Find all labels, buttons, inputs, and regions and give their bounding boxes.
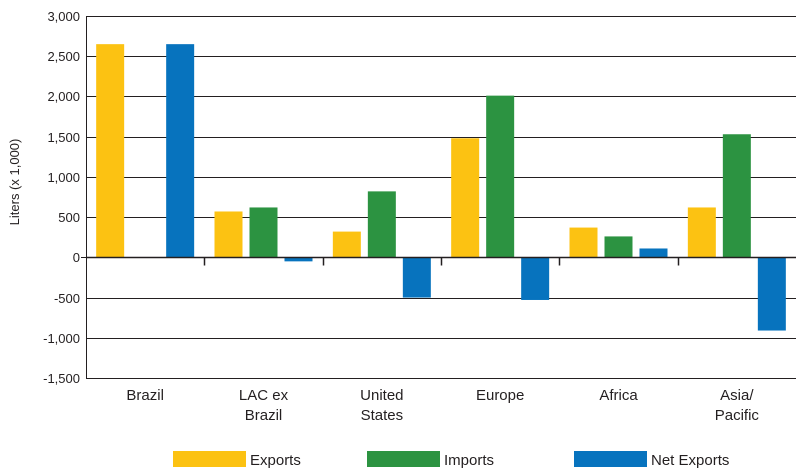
- legend-label: Exports: [250, 452, 301, 469]
- bar-net-exports: [166, 44, 195, 258]
- y-tick-label: 0: [73, 250, 80, 265]
- y-tick-labels: 3,000 2,500 2,000 1,500 1,000 500 0 -500 -1,000 -…: [43, 9, 80, 386]
- y-tick-label: 1,000: [47, 170, 80, 185]
- bar-net-exports: [284, 257, 313, 262]
- y-tick-label: 500: [58, 210, 80, 225]
- bars: [96, 44, 786, 331]
- legend-label: Imports: [444, 452, 494, 469]
- x-tick-labels: Brazil LAC ex Brazil United States Europe Afri…: [126, 387, 759, 424]
- bar-exports: [96, 44, 125, 258]
- bar-exports: [569, 227, 598, 258]
- x-category-label: Africa: [599, 387, 638, 404]
- x-category-label: LAC ex: [239, 387, 289, 404]
- bar-net-exports: [402, 257, 431, 298]
- x-category-label: Asia/: [720, 387, 754, 404]
- bar-imports: [249, 207, 278, 258]
- bar-exports: [214, 211, 243, 258]
- y-axis-label: Liters (x 1,000): [7, 139, 22, 226]
- y-tick-label: -1,500: [43, 371, 80, 386]
- y-tick-label: 2,000: [47, 89, 80, 104]
- legend-swatch-exports: [173, 451, 246, 467]
- y-tick-label: 1,500: [47, 130, 80, 145]
- legend: Exports Imports Net Exports: [173, 451, 729, 469]
- y-tick-label: 3,000: [47, 9, 80, 24]
- x-category-label: States: [361, 407, 404, 424]
- bar-exports: [332, 231, 361, 258]
- y-tick-label: -1,000: [43, 331, 80, 346]
- y-tick-label: 2,500: [47, 49, 80, 64]
- bar-imports: [486, 95, 515, 258]
- bar-imports: [367, 191, 396, 258]
- bar-net-exports: [639, 248, 668, 258]
- bar-imports: [722, 134, 751, 258]
- legend-swatch-net-exports: [574, 451, 647, 467]
- y-tick-label: -500: [54, 291, 80, 306]
- x-category-label: Europe: [476, 387, 524, 404]
- axes: [81, 16, 796, 379]
- legend-label: Net Exports: [651, 452, 729, 469]
- legend-swatch-imports: [367, 451, 440, 467]
- bar-net-exports: [521, 257, 550, 300]
- bar-exports: [687, 207, 716, 258]
- x-category-label: Brazil: [126, 387, 164, 404]
- bar-imports: [604, 236, 633, 258]
- bar-exports: [451, 138, 480, 258]
- x-category-label: Brazil: [245, 407, 283, 424]
- x-category-label: Pacific: [715, 407, 760, 424]
- bar-net-exports: [757, 257, 786, 331]
- x-category-label: United: [360, 387, 403, 404]
